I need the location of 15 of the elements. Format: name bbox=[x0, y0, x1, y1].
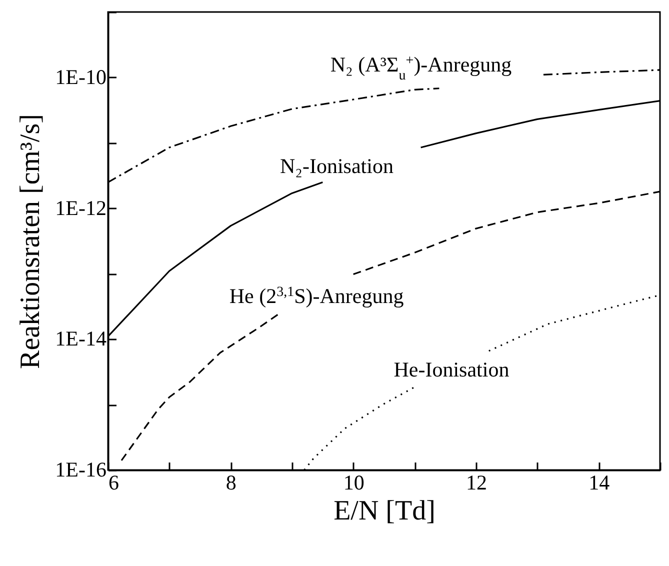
x-tick-label: 14 bbox=[588, 470, 610, 494]
y-tick-label: 1E-10 bbox=[55, 64, 106, 89]
x-tick-label: 8 bbox=[226, 470, 236, 494]
y-tick-label: 1E-14 bbox=[55, 326, 107, 351]
x-axis-title: E/N [Td] bbox=[334, 496, 436, 526]
x-tick-label: 10 bbox=[343, 470, 364, 494]
y-tick-label: 1E-16 bbox=[55, 458, 106, 482]
series-label: N₂-Ionisation bbox=[280, 154, 394, 178]
series-label: He-Ionisation bbox=[394, 358, 510, 382]
y-tick-label: 1E-12 bbox=[55, 196, 106, 220]
series-label: He (2$^{3,1}$S)-Anregung bbox=[229, 284, 404, 308]
x-tick-label: 6 bbox=[108, 470, 119, 494]
x-tick-label: 12 bbox=[466, 470, 487, 494]
y-axis-title: Reaktionsraten [cm³/s] bbox=[15, 114, 46, 369]
series-label: N₂ (A³Σ$_{u}$$^{+}$)-Anregung bbox=[330, 52, 512, 84]
